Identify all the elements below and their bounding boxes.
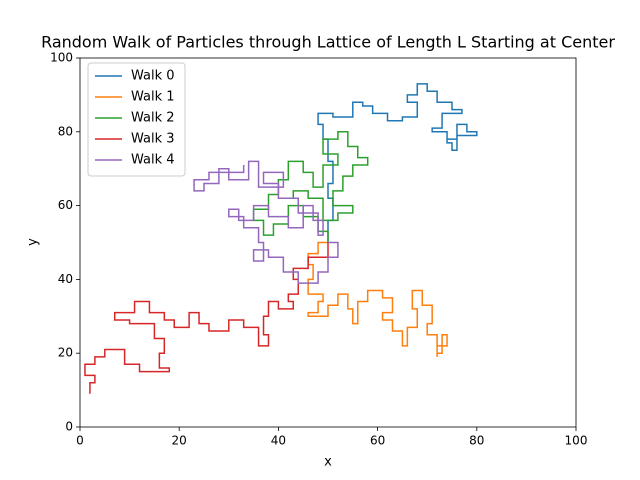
legend-label: Walk 1 [131, 90, 175, 105]
x-tick-label: 40 [271, 434, 286, 448]
y-axis-label: y [26, 238, 41, 246]
x-tick-label: 0 [76, 434, 84, 448]
legend-label: Walk 2 [131, 111, 175, 126]
walk-line [317, 83, 478, 243]
legend-label: Walk 3 [131, 132, 175, 147]
y-tick-label: 80 [58, 124, 73, 138]
x-tick-label: 60 [370, 434, 385, 448]
x-tick-label: 100 [565, 434, 588, 448]
x-tick-label: 80 [469, 434, 484, 448]
y-tick-label: 40 [58, 272, 73, 286]
legend: Walk 0 Walk 1 Walk 2 Walk 3 Walk 4 [87, 62, 186, 177]
y-tick-label: 60 [58, 198, 73, 212]
walk-line [307, 241, 448, 357]
y-tick-label: 100 [50, 51, 73, 65]
x-tick-label: 20 [172, 434, 187, 448]
legend-label: Walk 0 [131, 69, 175, 84]
walk-line [193, 160, 339, 284]
plot-frame [79, 57, 577, 428]
y-tick-label: 0 [65, 420, 73, 434]
walk-line [252, 131, 369, 243]
x-axis-label: x [324, 455, 332, 470]
walk-line [84, 242, 329, 394]
chart-title: Random Walk of Particles through Lattice… [41, 33, 615, 52]
legend-box [87, 62, 186, 177]
y-tick-label: 20 [58, 346, 73, 360]
legend-label: Walk 4 [131, 153, 175, 168]
